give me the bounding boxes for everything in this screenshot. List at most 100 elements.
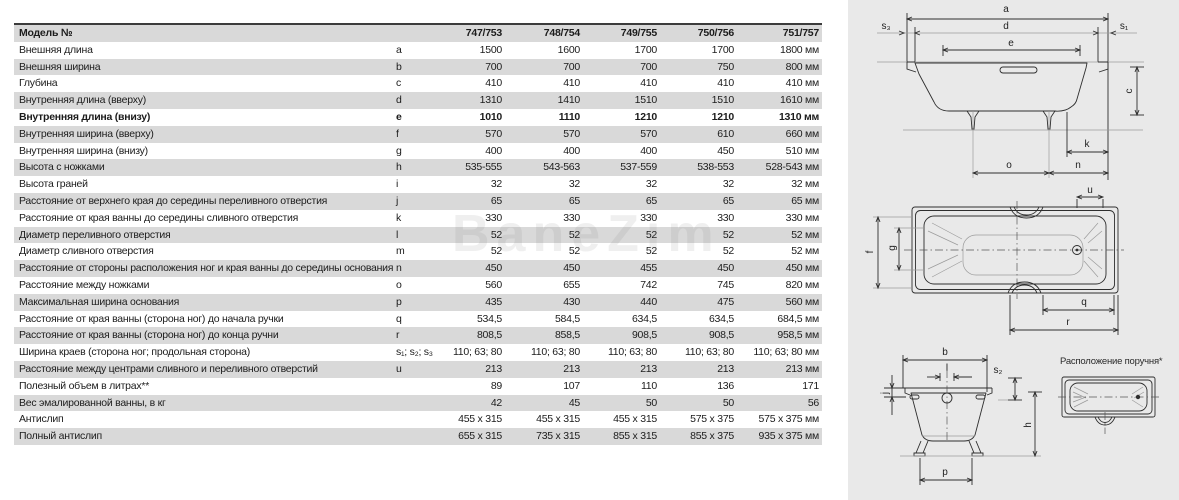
table-row: Диаметр переливного отверстия l 52 52 52 52 52… <box>14 226 822 244</box>
cell-value: 110 <box>641 379 657 392</box>
cell-value: 440 <box>640 295 657 308</box>
cell-value: 820 мм <box>785 278 820 291</box>
handle-position-title: Расположение поручня* <box>1060 356 1163 367</box>
cell-value: 1610 мм <box>780 94 819 107</box>
cell-value: 50 <box>722 396 734 409</box>
cell-value: 52 <box>722 245 734 258</box>
row-label: Внешняя ширина <box>19 60 101 73</box>
dimension-letter: g <box>396 144 402 157</box>
cell-value: 65 мм <box>791 194 819 207</box>
cell-value: 570 <box>485 127 502 140</box>
row-label: Диаметр переливного отверстия <box>19 228 171 241</box>
cell-value: 450 <box>717 262 734 275</box>
row-label: Расстояние от края ванны (сторона ног) д… <box>19 329 279 342</box>
cell-value: 52 <box>645 245 657 258</box>
cell-value: 330 <box>717 211 734 224</box>
dimension-letter: m <box>396 245 405 258</box>
cell-value: 528-543 мм <box>765 161 820 174</box>
dim-label-d: d <box>1003 21 1009 32</box>
cell-value: 430 <box>563 295 580 308</box>
dim-label-s3: s₃ <box>881 21 890 32</box>
cell-value: 858,5 <box>554 329 580 342</box>
cell-value: 660 мм <box>785 127 820 140</box>
cell-value: 570 <box>640 127 657 140</box>
cell-value: 52 <box>568 228 580 241</box>
bathtub-side-view-diagram: a d s₃ s₁ e <box>877 4 1144 180</box>
table-row: Внутренняя ширина (внизу) g 400 400 400 450 51… <box>14 143 822 160</box>
bathtub-top-view-diagram: u f <box>865 185 1124 335</box>
cell-value: 634,5 <box>708 312 734 325</box>
cell-value: 110; 63; 80 <box>607 346 657 359</box>
cell-value: 584,5 <box>554 312 580 325</box>
dim-label-a: a <box>1003 4 1009 15</box>
cell-value: 455 x 315 <box>613 413 657 426</box>
header-model-2: 748/754 <box>543 27 580 39</box>
dimension-letter: c <box>396 77 401 90</box>
table-row: Внутренняя длина (вверху) d 1310 1410 1510 15… <box>14 92 822 109</box>
dim-label-h: h <box>1023 422 1034 428</box>
cell-value: 410 <box>717 77 734 90</box>
cell-value: 1800 мм <box>780 43 819 56</box>
cell-value: 1700 <box>711 43 735 56</box>
cell-value: 56 <box>807 396 819 409</box>
table-row: Расстояние от верхнего края до середины … <box>14 192 822 210</box>
cell-value: 45 <box>568 396 580 409</box>
cell-value: 543-563 <box>543 161 580 174</box>
dimension-letter: k <box>396 211 401 224</box>
cell-value: 560 мм <box>785 295 820 308</box>
cell-value: 213 мм <box>785 362 820 375</box>
cell-value: 908,5 <box>631 329 657 342</box>
cell-value: 52 <box>490 245 502 258</box>
cell-value: 89 <box>490 379 502 392</box>
dimension-letter: q <box>396 312 402 325</box>
cell-value: 450 <box>563 262 580 275</box>
cell-value: 330 <box>563 211 580 224</box>
diagram-panel: a d s₃ s₁ e <box>848 0 1179 500</box>
dimension-letter: f <box>396 127 399 140</box>
cell-value: 1500 <box>479 43 503 56</box>
row-label: Вес эмалированной ванны, в кг <box>19 396 166 409</box>
header-model-1: 747/753 <box>465 27 502 39</box>
cell-value: 455 x 315 <box>536 413 580 426</box>
dimension-letter: d <box>396 94 402 107</box>
dim-label-p: p <box>942 467 948 478</box>
cell-value: 213 <box>563 362 580 375</box>
table-header-row: Модель № 747/753 748/754 749/755 750/756… <box>14 25 822 42</box>
cell-value: 575 x 375 мм <box>758 413 820 426</box>
table-row: Расстояние от края ванны до середины сли… <box>14 210 822 227</box>
table-row: Внешняя длина a 1500 1600 1700 1700 1800 мм <box>14 42 822 59</box>
dim-label-q: q <box>1081 297 1087 308</box>
table-row: Расстояние от края ванны (сторона ног) д… <box>14 311 822 328</box>
cell-value: 65 <box>568 194 580 207</box>
cell-value: 655 <box>563 278 580 291</box>
table-row: Внутренняя ширина (вверху) f 570 570 570 610 6… <box>14 125 822 143</box>
dim-label-c: c <box>1124 89 1135 94</box>
table-row: Внешняя ширина b 700 700 700 750 800 мм <box>14 58 822 76</box>
cell-value: 32 <box>722 178 734 191</box>
row-label: Внешняя длина <box>19 43 93 56</box>
cell-value: 538-553 <box>697 161 734 174</box>
cell-value: 908,5 <box>708 329 734 342</box>
cell-value: 455 <box>640 262 657 275</box>
cell-value: 400 <box>563 144 580 157</box>
table-row: Полезный объем в литрах** 89 107 110 136 171 <box>14 378 822 395</box>
dimension-letter: l <box>396 228 399 241</box>
cell-value: 537-559 <box>620 161 657 174</box>
cell-value: 400 <box>485 144 502 157</box>
dim-label-f: f <box>865 250 876 253</box>
cell-value: 450 мм <box>785 262 820 275</box>
dimension-letter: e <box>396 110 402 123</box>
dim-label-n: n <box>1075 160 1081 171</box>
cell-value: 330 <box>485 211 502 224</box>
cell-value: 32 <box>645 178 657 191</box>
cell-value: 1010 <box>479 110 503 123</box>
row-label: Полезный объем в литрах** <box>19 379 150 392</box>
row-label: Внутренняя длина (внизу) <box>19 110 151 123</box>
cell-value: 1600 <box>557 43 581 56</box>
dim-label-k: k <box>1085 139 1091 150</box>
cell-value: 935 x 375 мм <box>758 430 820 443</box>
cell-value: 1110 <box>558 110 580 123</box>
handle-position-diagram <box>1058 376 1160 434</box>
row-label: Глубина <box>19 77 58 90</box>
